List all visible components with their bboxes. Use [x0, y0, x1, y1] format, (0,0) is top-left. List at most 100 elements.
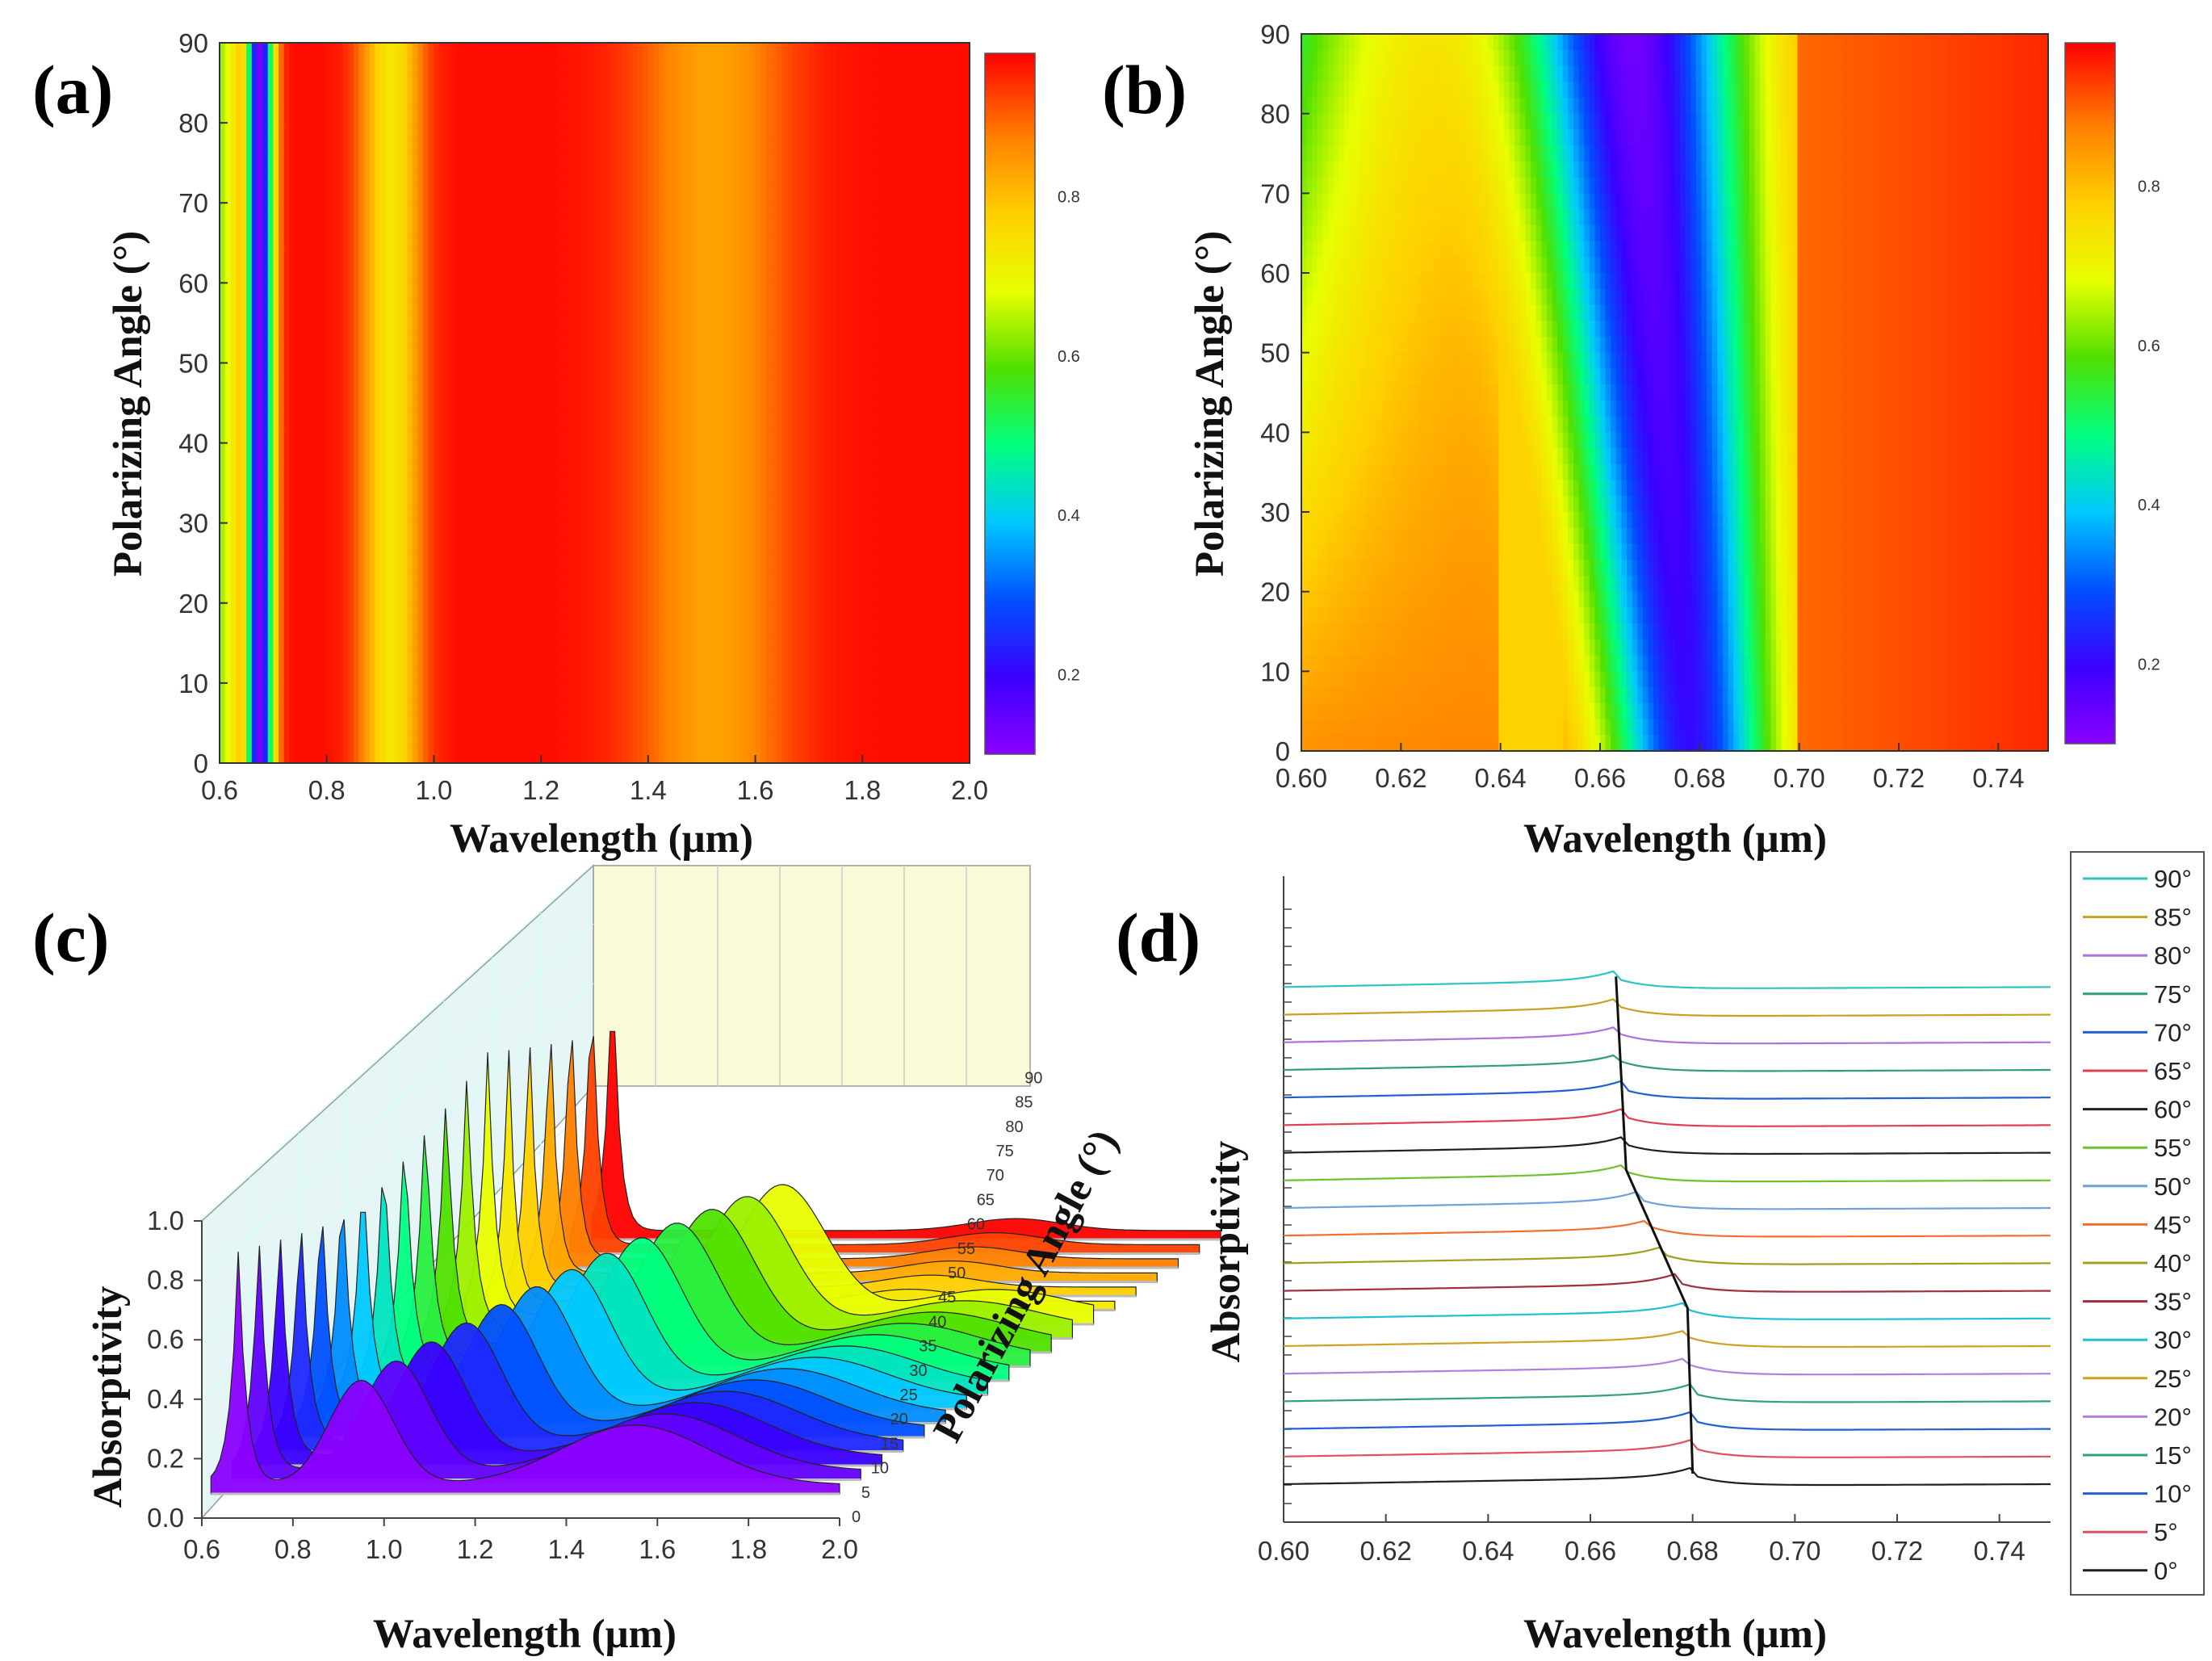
heatmap-cell — [482, 426, 488, 444]
heatmap-cell — [321, 395, 328, 412]
heatmap-cell — [568, 90, 574, 108]
heatmap-cell — [289, 299, 295, 316]
heatmap-cell — [937, 58, 944, 76]
heatmap-cell — [375, 154, 381, 172]
heatmap-cell — [466, 138, 472, 156]
heatmap-cell — [589, 491, 596, 508]
heatmap-cell — [530, 586, 537, 604]
heatmap-cell — [412, 586, 419, 604]
heatmap-cell — [723, 491, 730, 508]
heatmap-cell — [889, 283, 895, 300]
heatmap-cell — [836, 539, 842, 556]
heatmap-cell — [702, 379, 708, 396]
heatmap-cell — [289, 203, 295, 220]
heatmap-cell — [921, 426, 928, 444]
heatmap-cell — [594, 346, 601, 364]
heatmap-cell — [626, 170, 633, 188]
heatmap-cell — [690, 555, 698, 572]
heatmap-cell — [744, 203, 751, 220]
heatmap-cell — [953, 203, 960, 220]
heatmap-cell — [659, 74, 665, 92]
heatmap-cell — [220, 491, 226, 508]
heatmap-cell — [428, 299, 435, 316]
heatmap-cell — [631, 250, 639, 268]
heatmap-cell — [942, 363, 949, 380]
heatmap-cell — [830, 123, 836, 140]
heatmap-cell — [513, 43, 521, 60]
heatmap-cell — [241, 506, 247, 524]
heatmap-cell — [417, 506, 424, 524]
heatmap-cell — [594, 123, 601, 140]
heatmap-cell — [765, 234, 773, 252]
heatmap-cell — [616, 571, 622, 588]
heatmap-cell — [412, 555, 419, 572]
heatmap-cell — [631, 602, 639, 620]
heatmap-cell — [883, 90, 890, 108]
heatmap-cell — [857, 43, 864, 60]
heatmap-cell — [690, 90, 698, 108]
heatmap-cell — [572, 555, 580, 572]
heatmap-cell — [626, 90, 633, 108]
heatmap-cell — [391, 74, 397, 92]
heatmap-cell — [423, 555, 429, 572]
heatmap-cell — [278, 539, 285, 556]
heatmap-cell — [824, 266, 832, 284]
heatmap-cell — [375, 187, 381, 204]
heatmap-cell — [380, 266, 387, 284]
heatmap-cell — [450, 379, 456, 396]
heatmap-cell — [369, 107, 376, 124]
heatmap-cell — [702, 539, 708, 556]
heatmap-cell — [369, 426, 376, 444]
heatmap-cell — [706, 602, 714, 620]
heatmap-cell — [755, 154, 762, 172]
heatmap-cell — [519, 346, 526, 364]
heatmap-cell — [814, 154, 820, 172]
heatmap-cell — [942, 475, 949, 492]
heatmap-cell — [241, 459, 247, 476]
heatmap-cell — [257, 363, 263, 380]
heatmap-cell — [631, 107, 639, 124]
heatmap-cell — [852, 379, 858, 396]
heatmap-cell — [942, 555, 949, 572]
heatmap-cell — [621, 266, 628, 284]
heatmap-cell — [937, 571, 944, 588]
heatmap-cell — [235, 379, 242, 396]
heatmap-cell — [369, 395, 376, 412]
heatmap-cell — [332, 123, 338, 140]
heatmap-cell — [808, 459, 815, 476]
heatmap-cell — [659, 346, 665, 364]
heatmap-cell — [958, 266, 966, 284]
heatmap-cell — [643, 283, 649, 300]
heatmap-cell — [417, 314, 424, 332]
heatmap-cell — [492, 187, 499, 204]
heatmap-cell — [439, 522, 446, 540]
heatmap-cell — [375, 234, 381, 252]
heatmap-cell — [578, 555, 585, 572]
heatmap-cell — [492, 426, 499, 444]
heatmap-cell — [273, 138, 279, 156]
heatmap-cell — [235, 138, 242, 156]
heatmap-cell — [471, 266, 478, 284]
heatmap-cell — [251, 283, 258, 300]
heatmap-cell — [664, 363, 671, 380]
heatmap-cell — [455, 299, 462, 316]
heatmap-cell — [937, 266, 944, 284]
heatmap-cell — [814, 58, 820, 76]
heatmap-cell — [915, 443, 923, 460]
heatmap-cell — [760, 426, 767, 444]
heatmap-cell — [557, 410, 563, 428]
heatmap-cell — [659, 491, 665, 508]
heatmap-cell — [712, 58, 718, 76]
heatmap-cell — [471, 506, 478, 524]
heatmap-cell — [482, 219, 488, 236]
heatmap-cell — [932, 571, 938, 588]
heatmap-cell — [690, 170, 698, 188]
heatmap-cell — [246, 170, 253, 188]
heatmap-cell — [793, 571, 799, 588]
heatmap-cell — [364, 586, 371, 604]
heatmap-cell — [503, 330, 510, 348]
heatmap-cell — [562, 426, 569, 444]
heatmap-cell — [734, 283, 740, 300]
heatmap-cell — [289, 539, 295, 556]
heatmap-cell — [326, 219, 333, 236]
